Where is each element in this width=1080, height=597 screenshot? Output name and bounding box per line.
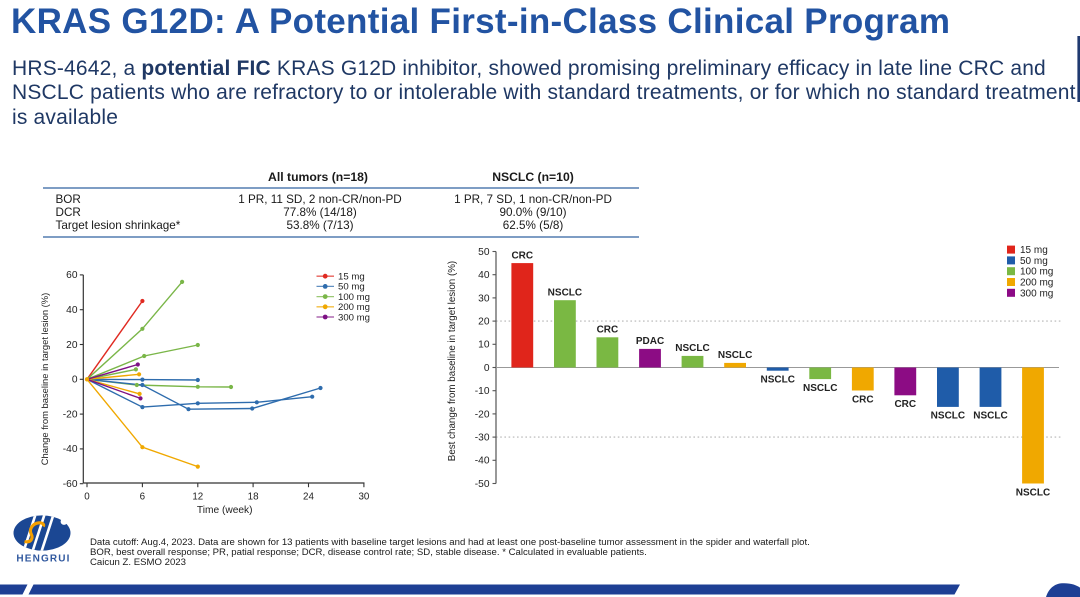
svg-text:CRC: CRC bbox=[852, 394, 874, 405]
svg-text:200 mg: 200 mg bbox=[338, 302, 370, 313]
svg-text:0: 0 bbox=[484, 363, 490, 374]
svg-text:-40: -40 bbox=[475, 456, 490, 467]
svg-text:NSCLC: NSCLC bbox=[1016, 487, 1050, 498]
svg-text:NSCLC: NSCLC bbox=[931, 411, 965, 422]
svg-text:CRC: CRC bbox=[597, 325, 619, 336]
svg-text:-10: -10 bbox=[475, 386, 490, 397]
svg-text:Best change from baseline in t: Best change from baseline in target lesi… bbox=[447, 261, 458, 461]
svg-text:NSCLC: NSCLC bbox=[973, 411, 1007, 422]
svg-text:CRC: CRC bbox=[511, 250, 533, 261]
svg-text:20: 20 bbox=[478, 317, 490, 328]
svg-text:6: 6 bbox=[140, 492, 146, 503]
svg-text:30: 30 bbox=[478, 293, 490, 304]
svg-text:NSCLC: NSCLC bbox=[760, 375, 794, 386]
svg-text:-60: -60 bbox=[63, 479, 78, 490]
svg-text:NSCLC: NSCLC bbox=[718, 350, 752, 361]
svg-text:NSCLC: NSCLC bbox=[803, 383, 837, 394]
svg-text:-20: -20 bbox=[475, 409, 490, 420]
svg-text:60: 60 bbox=[66, 270, 78, 281]
svg-text:50 mg: 50 mg bbox=[1020, 256, 1048, 267]
svg-text:CRC: CRC bbox=[894, 399, 916, 410]
svg-text:20: 20 bbox=[66, 340, 78, 351]
svg-text:18: 18 bbox=[248, 492, 259, 503]
svg-text:100 mg: 100 mg bbox=[338, 292, 370, 303]
svg-text:15 mg: 15 mg bbox=[1020, 245, 1048, 256]
svg-text:-20: -20 bbox=[63, 409, 78, 420]
svg-text:HENGRUI: HENGRUI bbox=[16, 554, 70, 565]
svg-text:-30: -30 bbox=[475, 433, 490, 444]
svg-text:Time (week): Time (week) bbox=[197, 505, 253, 516]
svg-text:24: 24 bbox=[303, 492, 314, 503]
svg-text:-50: -50 bbox=[475, 479, 490, 490]
svg-text:NSCLC: NSCLC bbox=[675, 343, 709, 354]
svg-text:30: 30 bbox=[358, 492, 369, 503]
svg-text:15 mg: 15 mg bbox=[338, 272, 365, 283]
svg-text:200 mg: 200 mg bbox=[1020, 278, 1053, 289]
svg-text:12: 12 bbox=[192, 492, 203, 503]
svg-text:100 mg: 100 mg bbox=[1020, 267, 1053, 278]
svg-text:40: 40 bbox=[478, 270, 490, 281]
svg-text:0: 0 bbox=[84, 492, 90, 503]
svg-text:0: 0 bbox=[72, 375, 78, 386]
svg-text:NSCLC: NSCLC bbox=[548, 287, 582, 298]
svg-text:PDAC: PDAC bbox=[636, 336, 664, 347]
svg-text:50: 50 bbox=[478, 247, 490, 258]
svg-text:10: 10 bbox=[478, 340, 490, 351]
svg-text:Change from baseline in target: Change from baseline in target lesion (%… bbox=[39, 293, 50, 466]
svg-text:-40: -40 bbox=[63, 444, 78, 455]
svg-text:300 mg: 300 mg bbox=[338, 312, 370, 323]
svg-text:40: 40 bbox=[66, 305, 78, 316]
svg-text:50 mg: 50 mg bbox=[338, 282, 365, 293]
svg-text:300 mg: 300 mg bbox=[1020, 288, 1053, 299]
